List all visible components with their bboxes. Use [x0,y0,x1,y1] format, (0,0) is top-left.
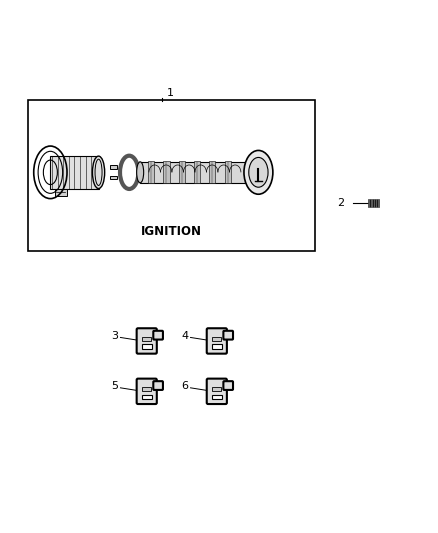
FancyBboxPatch shape [50,156,99,189]
FancyBboxPatch shape [209,161,215,183]
Text: 2: 2 [337,198,344,208]
FancyBboxPatch shape [137,328,157,354]
Text: 5: 5 [111,381,118,391]
FancyBboxPatch shape [207,328,227,354]
FancyBboxPatch shape [212,337,221,341]
FancyBboxPatch shape [207,378,227,404]
Text: 6: 6 [181,381,188,391]
FancyBboxPatch shape [148,161,154,183]
FancyBboxPatch shape [368,199,379,207]
Text: IGNITION: IGNITION [141,225,202,238]
Text: 1: 1 [166,88,173,99]
Text: 4: 4 [181,330,188,341]
FancyBboxPatch shape [142,395,152,399]
FancyBboxPatch shape [142,387,151,391]
FancyBboxPatch shape [225,161,231,183]
FancyBboxPatch shape [212,395,222,399]
FancyBboxPatch shape [153,381,163,390]
FancyBboxPatch shape [142,337,151,341]
FancyBboxPatch shape [142,344,152,349]
FancyBboxPatch shape [163,161,170,183]
FancyBboxPatch shape [212,344,222,349]
FancyBboxPatch shape [110,165,117,169]
Text: 3: 3 [111,330,118,341]
FancyBboxPatch shape [28,100,315,251]
Ellipse shape [244,150,273,194]
Ellipse shape [137,162,144,183]
FancyBboxPatch shape [153,331,163,340]
FancyBboxPatch shape [212,387,221,391]
FancyBboxPatch shape [223,381,233,390]
Ellipse shape [92,156,105,189]
FancyBboxPatch shape [110,176,117,179]
Ellipse shape [249,157,268,187]
FancyBboxPatch shape [223,331,233,340]
FancyBboxPatch shape [140,162,245,183]
FancyBboxPatch shape [137,378,157,404]
FancyBboxPatch shape [194,161,200,183]
FancyBboxPatch shape [55,189,67,197]
FancyBboxPatch shape [179,161,185,183]
